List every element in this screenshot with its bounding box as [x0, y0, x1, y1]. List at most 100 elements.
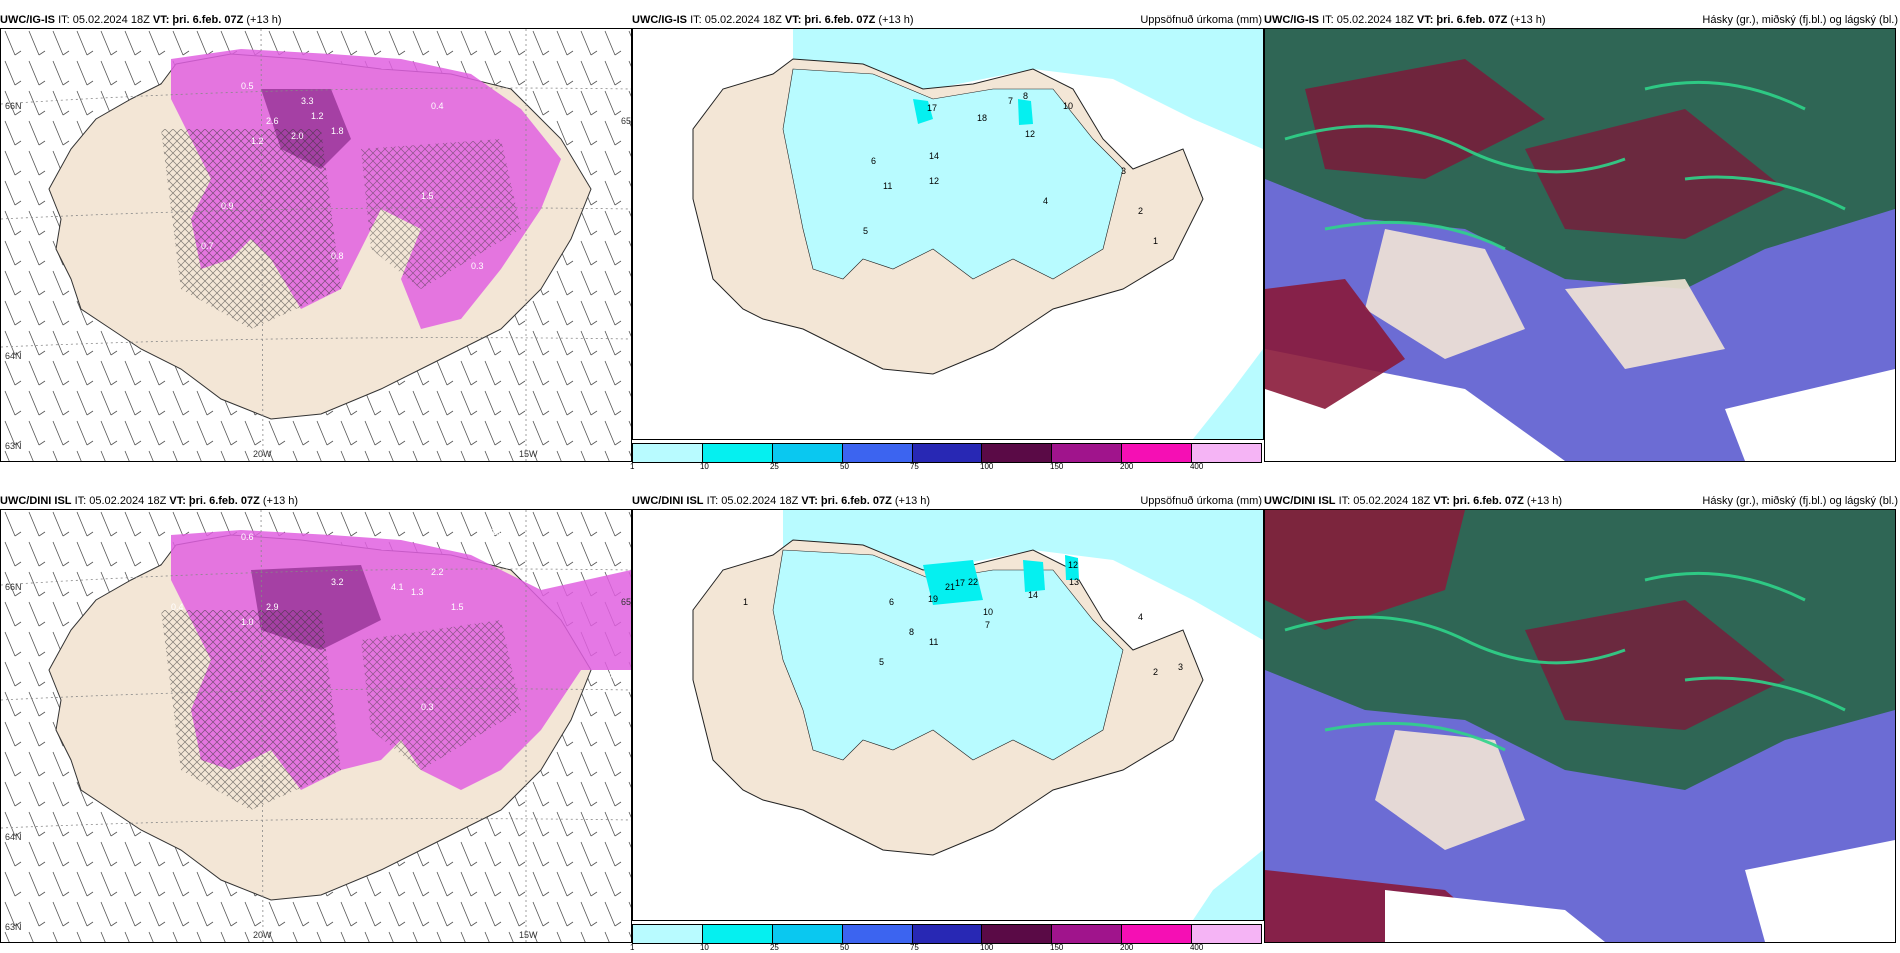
- precip-value: 2: [1153, 667, 1158, 677]
- colorbar-swatch: [842, 444, 913, 462]
- precip-value: 2.6: [266, 116, 279, 126]
- precip-value: 17: [927, 103, 937, 113]
- precip-value: 6: [889, 597, 894, 607]
- lon-label: 20W: [253, 449, 272, 459]
- colorbar-swatch: [912, 925, 983, 943]
- precip-value: 14: [929, 151, 939, 161]
- precip-value: 2: [1138, 206, 1143, 216]
- lead-time: (+13 h): [878, 14, 914, 26]
- lead-time: (+13 h): [1510, 14, 1546, 26]
- lat-label: 66N: [5, 582, 22, 592]
- valid-time: VT: þri. 6.feb. 07Z: [169, 495, 260, 507]
- colorbar: 1 10 25 50 75 100 150 200 400: [630, 924, 1262, 952]
- precip-value: 1.8: [331, 126, 344, 136]
- precip-value: 3: [1121, 166, 1126, 176]
- colorbar-tick: 400: [1189, 462, 1204, 471]
- colorbar-tick: 200: [1120, 943, 1134, 952]
- colorbar-swatch: [1192, 925, 1262, 943]
- precip-value: 0.4: [431, 101, 444, 111]
- colorbar-swatch: [982, 444, 1053, 462]
- precip-value: 2.0: [291, 131, 304, 141]
- model-name: UWC/DINI ISL: [0, 495, 72, 507]
- panel-precip-row1: UWC/IG-IS IT: 05.02.2024 18Z VT: þri. 6.…: [630, 13, 1264, 471]
- colorbar-tick: 150: [1050, 943, 1064, 952]
- panel-precip-row2: UWC/DINI ISL IT: 05.02.2024 18Z VT: þri.…: [630, 494, 1264, 952]
- model-name: UWC/IG-IS: [0, 14, 55, 26]
- lat-label: 63N: [5, 441, 22, 451]
- precip-value: 0.9: [221, 201, 234, 211]
- panel-wind-row1: UWC/IG-IS IT: 05.02.2024 18Z VT: þri. 6.…: [0, 13, 632, 463]
- map-title: Hásky (gr.), miðský (fj.bl.) og lágský (…: [1702, 14, 1898, 26]
- colorbar-swatch: [633, 444, 703, 462]
- model-name: UWC/DINI ISL: [1264, 495, 1336, 507]
- lead-time: (+13 h): [246, 14, 282, 26]
- colorbar-swatch: [1052, 925, 1123, 943]
- precip-value: 0.5: [241, 81, 254, 91]
- precip-value: 19: [928, 594, 938, 604]
- valid-time: VT: þri. 6.feb. 07Z: [1416, 14, 1508, 26]
- lat-label: 63N: [5, 922, 22, 932]
- panel-wind-row2: UWC/DINI ISL IT: 05.02.2024 18Z VT: þri.…: [0, 494, 632, 944]
- lon-label: 15W: [519, 449, 538, 459]
- colorbar-tick: 100: [980, 462, 994, 471]
- precip-value: 8: [909, 627, 914, 637]
- colorbar-swatch: [702, 444, 773, 462]
- colorbar-swatch: [1052, 444, 1123, 462]
- precip-map: 17 18 12 14 12 11 10 8 7 6 5 4 3 2 1: [632, 28, 1264, 440]
- precip-value: 7: [985, 620, 990, 630]
- cloud-map: [1264, 509, 1896, 943]
- colorbar-tick: 50: [840, 462, 849, 471]
- lat-label: 64N: [5, 832, 22, 842]
- precip-value: 1.3: [411, 587, 424, 597]
- valid-time: VT: þri. 6.feb. 07Z: [1433, 495, 1524, 507]
- colorbar-tick: 75: [909, 943, 919, 952]
- precip-value: 1: [743, 597, 748, 607]
- precip-value: 0.6: [241, 532, 254, 542]
- colorbar-tick: 10: [699, 462, 709, 471]
- lon-label: 20W: [253, 930, 272, 940]
- precip-value: 13: [1069, 577, 1079, 587]
- lat-label: 64N: [5, 351, 22, 361]
- wind-map: 1.4 3.2 2.2 4.1 2.9 1.5 1.0 0.6 0.4 1.9 …: [0, 509, 632, 943]
- colorbar-swatch: [1122, 444, 1193, 462]
- precip-value: 1.4: [491, 527, 504, 537]
- colorbar-tick: 10: [699, 943, 709, 952]
- precip-value: 1.2: [311, 111, 324, 121]
- colorbar: 1 10 25 50 75 100 150 200 400: [630, 443, 1262, 471]
- precip-value: 11: [929, 637, 938, 647]
- map-title: Uppsöfnuð úrkoma (mm): [1140, 495, 1262, 507]
- valid-time: VT: þri. 6.feb. 07Z: [784, 14, 876, 26]
- colorbar-tick: 1: [630, 943, 635, 952]
- colorbar-tick: 400: [1189, 943, 1204, 952]
- panel-title: UWC/DINI ISL IT: 05.02.2024 18Z VT: þri.…: [632, 494, 1264, 508]
- lead-time: (+13 h): [894, 495, 931, 507]
- colorbar-tick: 200: [1120, 462, 1134, 471]
- precip-value: 11: [883, 181, 892, 191]
- colorbar-swatch: [1122, 925, 1193, 943]
- lat-label: 65N: [621, 597, 631, 607]
- colorbar-tick: 150: [1050, 462, 1064, 471]
- precip-value: 21: [945, 582, 955, 592]
- lead-time: (+13 h): [1526, 495, 1563, 507]
- colorbar-tick: 1: [630, 462, 635, 471]
- precip-value: 0.3: [471, 261, 484, 271]
- cloud-map: [1264, 28, 1896, 462]
- precip-value: 12: [929, 176, 939, 186]
- colorbar-tick: 75: [909, 462, 919, 471]
- panel-title: UWC/IG-IS IT: 05.02.2024 18Z VT: þri. 6.…: [0, 13, 632, 27]
- precip-value: 4: [1043, 196, 1048, 206]
- wind-map: 1.2 1.8 2.0 2.6 3.3 1.2 0.5 0.9 0.4 0.7 …: [0, 28, 632, 462]
- precip-value: 18: [977, 113, 987, 123]
- panel-cloud-row2: UWC/DINI ISL IT: 05.02.2024 18Z VT: þri.…: [1264, 494, 1900, 944]
- init-time: IT: 05.02.2024 18Z: [1322, 14, 1414, 26]
- init-time: IT: 05.02.2024 18Z: [690, 14, 782, 26]
- precip-value: 4.1: [391, 582, 404, 592]
- panel-title: UWC/DINI ISL IT: 05.02.2024 18Z VT: þri.…: [1264, 494, 1900, 508]
- colorbar-swatch: [842, 925, 913, 943]
- precip-value: 8: [1023, 91, 1028, 101]
- precip-value: 7: [1008, 96, 1013, 106]
- map-title: Hásky (gr.), miðský (fj.bl.) og lágský (…: [1702, 495, 1898, 507]
- map-title: Uppsöfnuð úrkoma (mm): [1140, 14, 1262, 26]
- panel-title: UWC/DINI ISL IT: 05.02.2024 18Z VT: þri.…: [0, 494, 632, 508]
- init-time: IT: 05.02.2024 18Z: [58, 14, 150, 26]
